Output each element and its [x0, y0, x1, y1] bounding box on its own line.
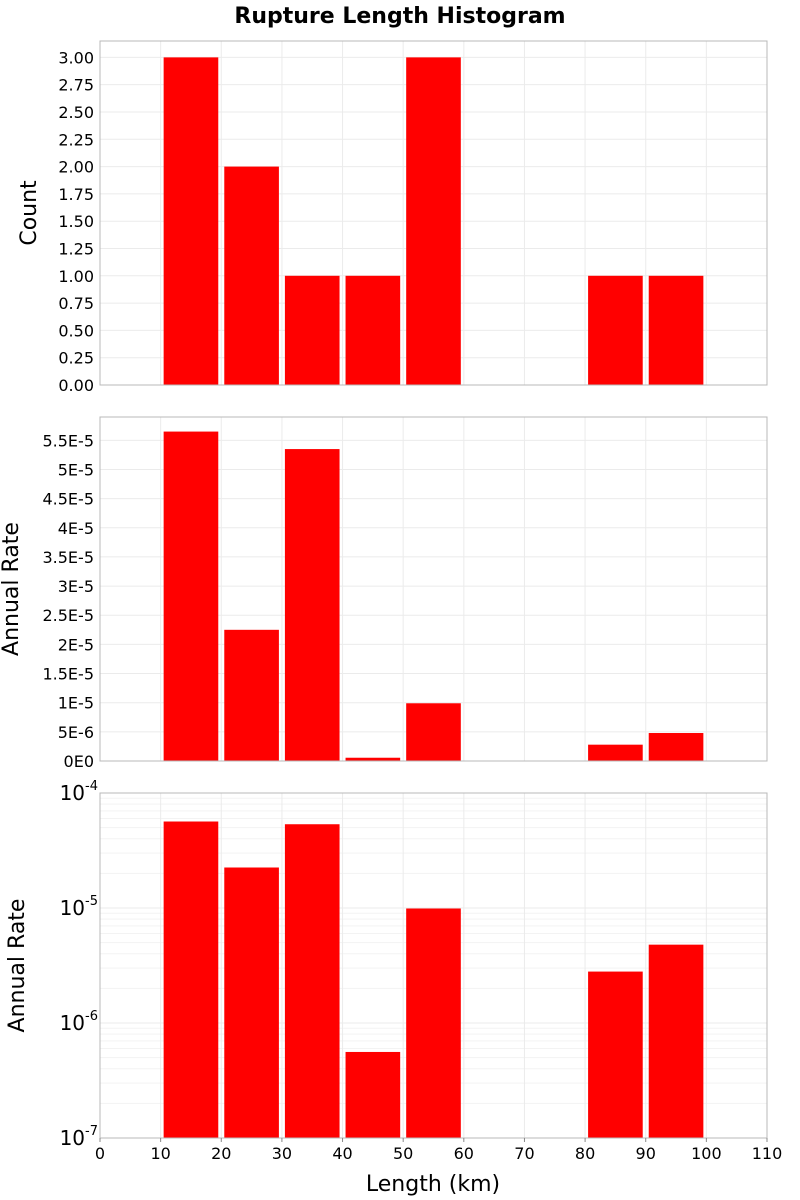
x-tick-label: 30: [272, 1144, 292, 1163]
x-tick-label: 10: [150, 1144, 170, 1163]
y-tick-label: 0.75: [58, 294, 94, 313]
x-tick-label: 90: [636, 1144, 656, 1163]
bar-count-20-30: [224, 166, 279, 385]
bar-rate-linear-90-100: [648, 733, 704, 761]
y-tick-label: 1.25: [58, 239, 94, 258]
plot-frame: [99, 416, 768, 762]
y-tick-label: 10-4: [60, 779, 98, 805]
bar-rate-linear-80-90: [588, 744, 643, 761]
y-tick-label: 2.50: [58, 103, 94, 122]
chart-title: Rupture Length Histogram: [234, 4, 565, 29]
x-tick-label: 40: [332, 1144, 352, 1163]
x-tick-label: 100: [691, 1144, 722, 1163]
x-tick-label: 80: [575, 1144, 595, 1163]
y-tick-label: 5E-6: [58, 723, 94, 742]
y-tick-label: 10-6: [60, 1009, 98, 1035]
y-axis-label: Count: [17, 180, 42, 246]
y-tick-label: 2.00: [58, 158, 94, 177]
y-tick-label: 3E-5: [58, 577, 94, 596]
x-tick-label: 70: [514, 1144, 534, 1163]
bar-rate-log-30-40: [284, 824, 340, 1138]
y-tick-label: 1.00: [58, 267, 94, 286]
x-tick-label: 0: [95, 1144, 105, 1163]
y-tick-label: 1.75: [58, 185, 94, 204]
y-tick-label: 3.5E-5: [42, 548, 94, 567]
x-tick-label: 50: [393, 1144, 413, 1163]
bar-count-50-60: [406, 57, 461, 385]
y-tick-label: 3.00: [58, 48, 94, 67]
plot-frame: [99, 40, 768, 386]
y-tick-label: 2.25: [58, 130, 94, 149]
bar-rate-log-20-30: [224, 867, 279, 1138]
bar-rate-linear-20-30: [224, 629, 279, 761]
panel-rate-log: 10-7 10-6 10-5 10-4 Annual Rate 0 10 20 30 40 50 60…: [5, 779, 782, 1163]
y-tick-label: 4E-5: [58, 519, 94, 538]
y-tick-label: 2.5E-5: [42, 606, 94, 625]
y-tick-label: 10-5: [60, 894, 98, 920]
y-tick-label: 2.75: [58, 76, 94, 95]
x-tick-label: 60: [454, 1144, 474, 1163]
y-tick-label: 1.50: [58, 212, 94, 231]
y-tick-label: 5.5E-5: [42, 431, 94, 450]
bar-count-10-20: [163, 57, 219, 385]
x-tick-label: 20: [211, 1144, 231, 1163]
y-tick-label: 0.25: [58, 349, 94, 368]
y-tick-label: 10-7: [60, 1124, 98, 1150]
bar-rate-linear-50-60: [406, 703, 461, 761]
bar-rate-linear-10-20: [163, 431, 219, 761]
bar-rate-log-50-60: [406, 908, 461, 1138]
y-tick-label: 4.5E-5: [42, 490, 94, 509]
bar-rate-log-90-100: [648, 944, 704, 1138]
bar-rate-log-40-50: [345, 1051, 401, 1138]
y-tick-label: 2E-5: [58, 635, 94, 654]
bar-rate-linear-40-50: [345, 757, 401, 761]
bar-rate-log-10-20: [163, 821, 219, 1138]
y-tick-label: 1E-5: [58, 694, 94, 713]
y-axis-label: Annual Rate: [5, 899, 30, 1033]
y-tick-label: 1.5E-5: [42, 665, 94, 684]
y-tick-label: 5E-5: [58, 460, 94, 479]
y-tick-label: 0.50: [58, 321, 94, 340]
panel-rate-linear: 0E0 5E-6 1E-5 1.5E-5 2E-5 2.5E-5 3E-5 3.5E-5 4E-…: [0, 416, 768, 771]
bar-count-30-40: [284, 275, 340, 385]
x-tick-label: 110: [752, 1144, 783, 1163]
x-axis-label: Length (km): [366, 1172, 500, 1197]
bar-rate-linear-30-40: [284, 449, 340, 761]
bar-rate-log-80-90: [588, 971, 643, 1138]
y-tick-label: 0.00: [58, 376, 94, 395]
y-tick-label: 0E0: [64, 752, 94, 771]
plot-frame: [99, 792, 768, 1139]
chart-panels: 0.00 0.25 0.50 0.75 1.00 1.25 1.50 1.75 2.00 2.25…: [0, 40, 782, 1163]
bar-count-80-90: [588, 275, 643, 385]
bar-count-40-50: [345, 275, 401, 385]
bar-count-90-100: [648, 275, 704, 385]
panel-count: 0.00 0.25 0.50 0.75 1.00 1.25 1.50 1.75 2.00 2.25…: [17, 40, 768, 395]
y-axis-label: Annual Rate: [0, 522, 24, 656]
